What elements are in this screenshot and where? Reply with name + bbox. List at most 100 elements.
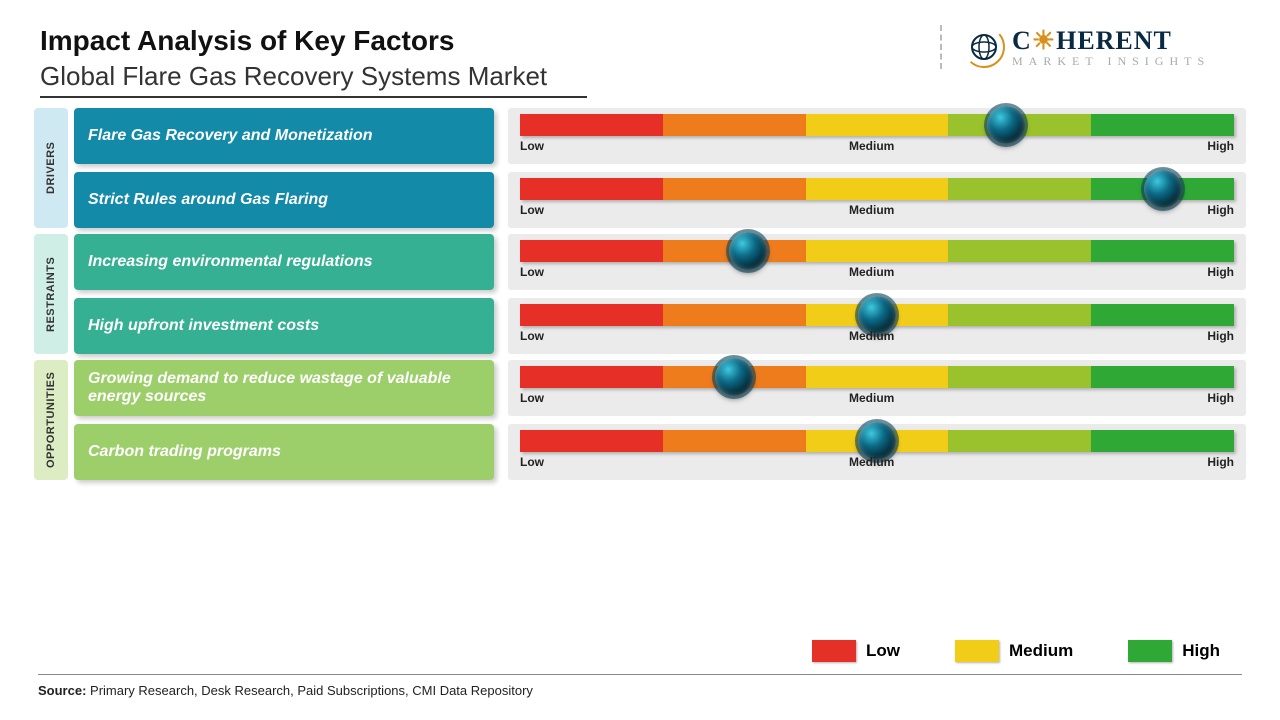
gauge-scale-label: High: [1207, 329, 1234, 343]
gauge-scale-label: Medium: [849, 139, 894, 153]
gauge-scale-label: Medium: [849, 265, 894, 279]
source-line: Source: Primary Research, Desk Research,…: [38, 674, 1242, 698]
gauge-scale-label: Low: [520, 455, 544, 469]
gauge-bar: [520, 430, 1234, 452]
source-prefix: Source:: [38, 683, 86, 698]
gauge-segment: [520, 178, 663, 200]
gauge-knob: [987, 106, 1025, 144]
gauge-segment: [948, 178, 1091, 200]
factor-label: Strict Rules around Gas Flaring: [74, 172, 494, 228]
gauge-scale-label: Medium: [849, 203, 894, 217]
gauge-segment: [663, 430, 806, 452]
factor-row: Flare Gas Recovery and Monetization LowMe…: [74, 108, 1246, 164]
gauge-scale-labels: Low Medium High: [520, 455, 1234, 469]
gauge-segment: [948, 430, 1091, 452]
gauge-scale-labels: LowMediumHigh: [520, 139, 1234, 153]
gauge-segment: [1091, 304, 1234, 326]
gauge-segment: [663, 114, 806, 136]
factor-label: Increasing environmental regulations: [74, 234, 494, 290]
factor-row: Increasing environmental regulations Low M…: [74, 234, 1246, 290]
logo-tagline: MARKET INSIGHTS: [1012, 54, 1210, 69]
legend-item: Medium: [955, 640, 1073, 662]
gauge-scale-label: High: [1207, 265, 1234, 279]
gauge-scale-labels: LowMediumHigh: [520, 203, 1234, 217]
gauge-scale-label: Low: [520, 203, 544, 217]
factor-label: Growing demand to reduce wastage of valu…: [74, 360, 494, 416]
gauge-scale-label: Medium: [849, 329, 894, 343]
gauge-knob: [729, 232, 767, 270]
gauge-scale-labels: Low Medium High: [520, 265, 1234, 279]
gauge-bar: [520, 240, 1234, 262]
gauge-segment: [520, 240, 663, 262]
impact-gauge: LowMediumHigh: [508, 108, 1246, 164]
gauge-segment: [1091, 430, 1234, 452]
gauge-scale-label: High: [1207, 391, 1234, 405]
category-label: DRIVERS: [34, 108, 68, 228]
impact-gauge: Low Medium High: [508, 298, 1246, 354]
category-rows: Increasing environmental regulations Low M…: [74, 234, 1246, 354]
gauge-scale-labels: Low Medium High: [520, 329, 1234, 343]
gauge-segment: [520, 304, 663, 326]
gauge-segment: [663, 178, 806, 200]
factor-label: Carbon trading programs: [74, 424, 494, 480]
brand-logo: C☀HERENT MARKET INSIGHTS: [940, 25, 1240, 69]
gauge-segment: [948, 240, 1091, 262]
gauge-bar: [520, 304, 1234, 326]
gauge-segment: [1091, 114, 1234, 136]
globe-icon: [962, 25, 1006, 69]
category-block: DRIVERSFlare Gas Recovery and Monetizati…: [34, 108, 1246, 228]
legend-swatch: [955, 640, 999, 662]
impact-gauge: LowMediumHigh: [508, 172, 1246, 228]
gauge-scale-label: Low: [520, 265, 544, 279]
legend: Low Medium High: [812, 640, 1220, 662]
gauge-segment: [663, 304, 806, 326]
factor-label: Flare Gas Recovery and Monetization: [74, 108, 494, 164]
logo-o-icon: ☀: [1032, 26, 1056, 55]
legend-label: High: [1182, 641, 1220, 661]
legend-swatch: [1128, 640, 1172, 662]
category-label: RESTRAINTS: [34, 234, 68, 354]
category-block: RESTRAINTSIncreasing environmental regul…: [34, 234, 1246, 354]
gauge-segment: [948, 366, 1091, 388]
gauge-scale-label: High: [1207, 455, 1234, 469]
legend-item: High: [1128, 640, 1220, 662]
category-label: OPPORTUNITIES: [34, 360, 68, 480]
logo-name: C☀HERENT: [1012, 26, 1210, 56]
title-block: Impact Analysis of Key Factors Global Fl…: [40, 25, 587, 98]
gauge-scale-label: Medium: [849, 391, 894, 405]
gauge-bar: [520, 366, 1234, 388]
gauge-knob: [715, 358, 753, 396]
gauge-segment: [520, 114, 663, 136]
factor-row: Growing demand to reduce wastage of valu…: [74, 360, 1246, 416]
gauge-segment: [948, 304, 1091, 326]
impact-gauge: Low Medium High: [508, 424, 1246, 480]
gauge-segment: [1091, 366, 1234, 388]
gauge-segment: [806, 178, 949, 200]
legend-swatch: [812, 640, 856, 662]
impact-gauge: Low Medium High: [508, 234, 1246, 290]
gauge-segment: [1091, 240, 1234, 262]
gauge-segment: [520, 366, 663, 388]
legend-label: Low: [866, 641, 900, 661]
impact-gauge: LowMediumHigh: [508, 360, 1246, 416]
header: Impact Analysis of Key Factors Global Fl…: [0, 0, 1280, 108]
gauge-segment: [520, 430, 663, 452]
subtitle: Global Flare Gas Recovery Systems Market: [40, 61, 587, 98]
gauge-scale-label: Medium: [849, 455, 894, 469]
gauge-knob: [1144, 170, 1182, 208]
factor-row: Strict Rules around Gas Flaring Low Medium…: [74, 172, 1246, 228]
source-text: Primary Research, Desk Research, Paid Su…: [86, 683, 533, 698]
legend-item: Low: [812, 640, 900, 662]
gauge-bar: [520, 178, 1234, 200]
category-rows: Growing demand to reduce wastage of valu…: [74, 360, 1246, 480]
category-block: OPPORTUNITIESGrowing demand to reduce wa…: [34, 360, 1246, 480]
gauge-segment: [806, 366, 949, 388]
factor-row: Carbon trading programs Low Medium High: [74, 424, 1246, 480]
main-title: Impact Analysis of Key Factors: [40, 25, 587, 57]
factor-row: High upfront investment costs Low Medium Hi…: [74, 298, 1246, 354]
factor-label: High upfront investment costs: [74, 298, 494, 354]
gauge-scale-labels: LowMediumHigh: [520, 391, 1234, 405]
gauge-segment: [806, 114, 949, 136]
gauge-bar: [520, 114, 1234, 136]
gauge-scale-label: Low: [520, 329, 544, 343]
